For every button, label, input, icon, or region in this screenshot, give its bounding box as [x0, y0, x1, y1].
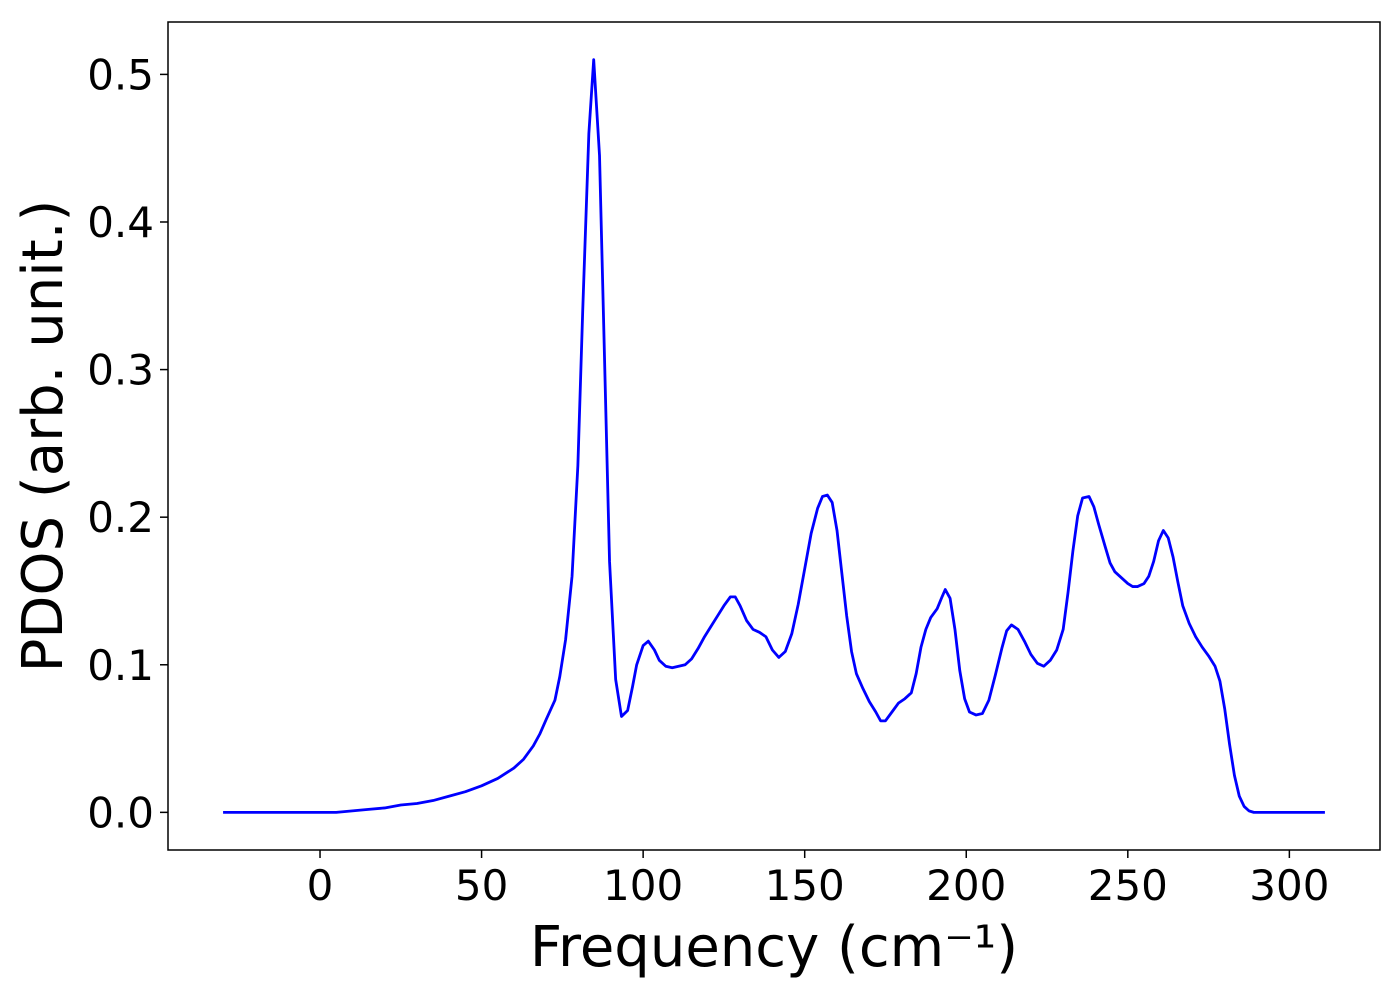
y-tick-label: 0.4: [87, 198, 154, 247]
y-tick-label: 0.3: [87, 346, 154, 395]
x-tick-label: 100: [603, 861, 683, 910]
data-line: [223, 58, 1325, 814]
x-tick-label: 200: [926, 861, 1006, 910]
y-axis-label: PDOS (arb. unit.): [11, 200, 76, 673]
y-tick-label: 0.0: [87, 788, 154, 837]
y-tick-label: 0.5: [87, 50, 154, 99]
x-tick-label: 150: [765, 861, 845, 910]
x-tick-label: 50: [455, 861, 508, 910]
x-axis-label: Frequency (cm⁻¹): [530, 915, 1018, 980]
plot-frame: [167, 21, 1381, 851]
x-tick-label: 250: [1088, 861, 1168, 910]
y-tick-label: 0.1: [87, 641, 154, 690]
x-tick-label: 0: [307, 861, 334, 910]
y-tick-label: 0.2: [87, 493, 154, 542]
x-tick-label: 300: [1249, 861, 1329, 910]
